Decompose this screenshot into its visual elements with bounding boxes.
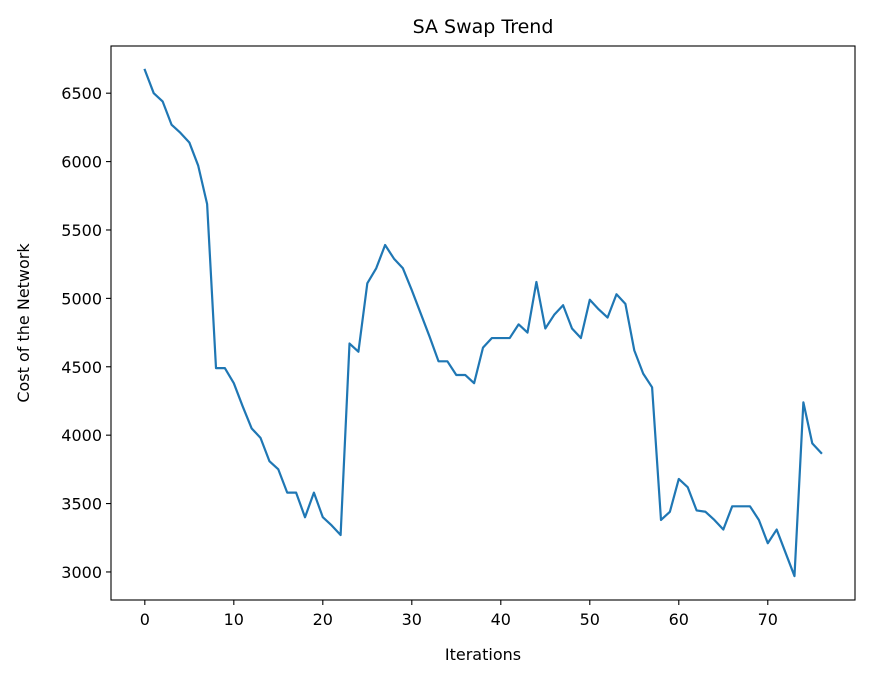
x-tick-label: 70: [758, 610, 778, 629]
y-tick-label: 3000: [61, 563, 102, 582]
x-tick-label: 50: [580, 610, 600, 629]
y-tick-label: 5500: [61, 221, 102, 240]
x-tick-label: 60: [669, 610, 689, 629]
y-tick-label: 5000: [61, 289, 102, 308]
x-tick-label: 30: [402, 610, 422, 629]
x-tick-label: 0: [140, 610, 150, 629]
y-tick-label: 6000: [61, 153, 102, 172]
x-tick-label: 40: [491, 610, 511, 629]
x-tick-label: 20: [313, 610, 333, 629]
plot-frame: [110, 45, 856, 601]
x-tick-label: 10: [224, 610, 244, 629]
y-axis-label: Cost of the Network: [14, 243, 33, 403]
plot-marks: [143, 68, 823, 578]
x-axis-label: Iterations: [445, 645, 521, 664]
y-tick-label: 3500: [61, 495, 102, 514]
axes: 0 10 20 30 40 50 60 70 3000 3500 4000 4500 5000 5500 6…: [61, 45, 856, 629]
y-tick-label: 6500: [61, 84, 102, 103]
chart-title: SA Swap Trend: [413, 16, 554, 38]
y-tick-label: 4000: [61, 426, 102, 445]
y-tick-label: 4500: [61, 358, 102, 377]
series-line-0: [143, 68, 823, 578]
